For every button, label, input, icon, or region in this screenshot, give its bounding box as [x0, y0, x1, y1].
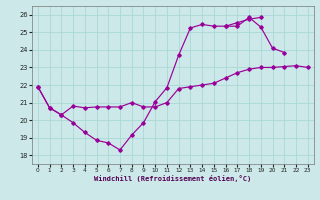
X-axis label: Windchill (Refroidissement éolien,°C): Windchill (Refroidissement éolien,°C)	[94, 175, 252, 182]
